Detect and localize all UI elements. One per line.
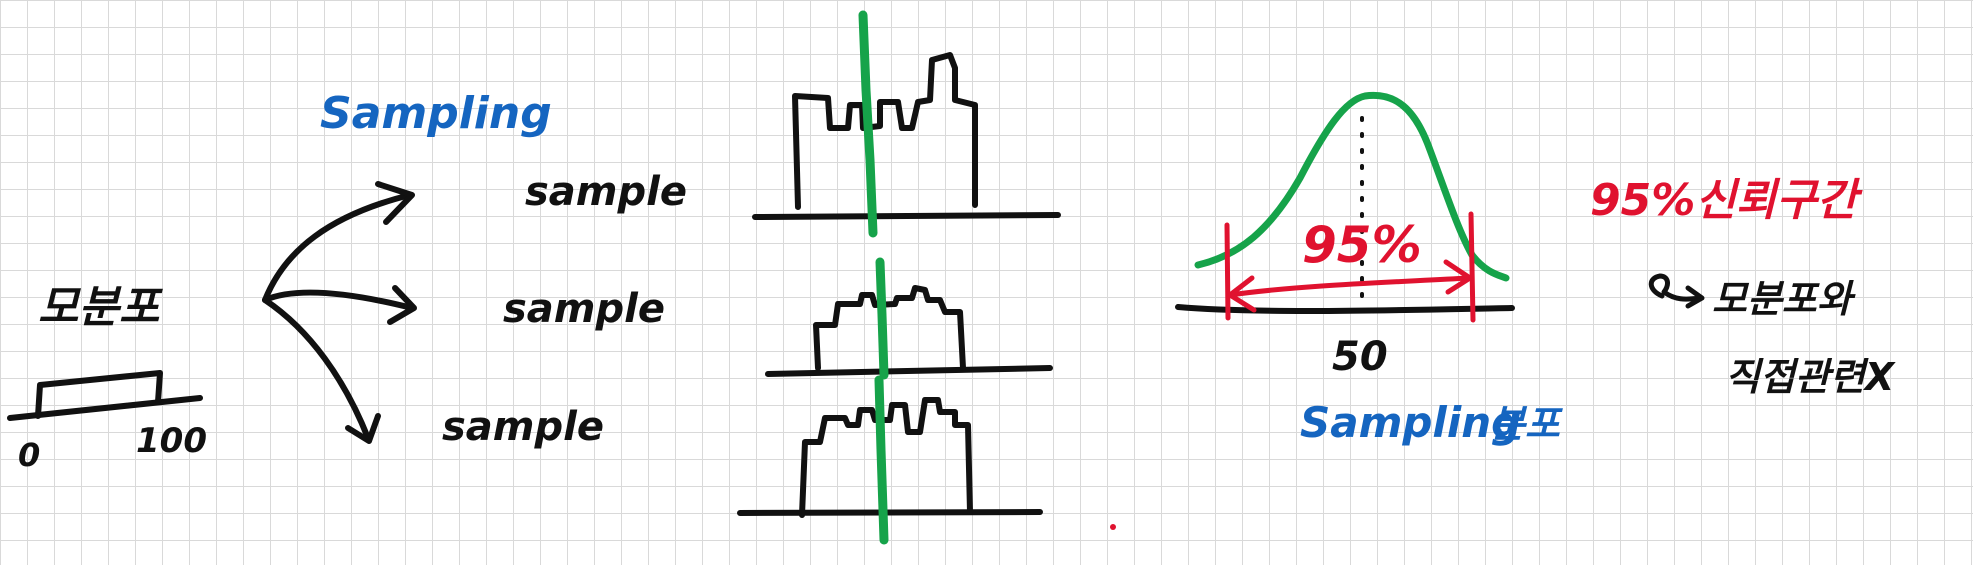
sampling-arrow-bottom (262, 297, 371, 441)
population-distribution: 모분포 0 100 (7, 282, 207, 474)
sampling-distribution: 95% 50 Sampling 분포 (1175, 91, 1563, 447)
ci-right-bound (1468, 211, 1476, 323)
ci-percent-label: 95% (1302, 216, 1422, 274)
confidence-note-arrow-head (1685, 285, 1705, 309)
population-label: 모분포 (38, 282, 163, 333)
confidence-note-arrow-curl (1648, 273, 1703, 302)
confidence-note-line1: 모분포와 (1712, 277, 1856, 321)
histogram-3-bars (799, 397, 973, 518)
sampling-arrow-top (262, 192, 413, 303)
ci-arrow-left-head (1227, 275, 1257, 313)
sampling-arrow-top-head (375, 181, 415, 225)
histogram-3-mean-line (874, 375, 889, 545)
histogram-2-bars (813, 285, 966, 371)
histogram-2-mean-line (875, 257, 889, 380)
stray-dot (1110, 524, 1116, 530)
sample-label-3: sample (442, 404, 604, 450)
bell-curve-center-label: 50 (1332, 334, 1388, 380)
ci-arrow-right-head (1443, 259, 1473, 295)
sample-label-1: sample (525, 169, 687, 215)
sampling-arrows: Sampling (262, 88, 552, 444)
sample-label-2: sample (503, 286, 665, 332)
ci-span-arrow (1227, 275, 1471, 298)
histogram-2-baseline (765, 365, 1053, 377)
sampling-distribution-caption-word: Sampling (1300, 398, 1521, 447)
confidence-note-line2: 직접관련X (1725, 355, 1896, 399)
sample-labels: sample sample sample (442, 169, 687, 450)
sampling-distribution-axis (1175, 304, 1515, 314)
population-axis-max: 100 (136, 421, 207, 461)
confidence-note-title: 95%신뢰구간 (1590, 175, 1863, 226)
population-uniform-box (35, 370, 163, 419)
histogram-1-baseline (752, 212, 1061, 220)
population-axis-min: 0 (18, 436, 40, 474)
sample-histograms (737, 10, 1061, 545)
confidence-note: 95%신뢰구간 모분포와 직접관련X (1590, 175, 1896, 399)
sampling-arrow-middle-head (387, 285, 417, 325)
ci-left-bound (1224, 222, 1231, 321)
sampling-label: Sampling (320, 88, 552, 139)
histogram-1-bars (792, 52, 978, 210)
histogram-1-mean-line (858, 10, 878, 238)
sampling-distribution-caption-korean: 분포 (1490, 402, 1563, 446)
sampling-arrow-bottom-head (345, 413, 381, 444)
population-axis (7, 395, 203, 421)
sampling-arrow-middle (262, 289, 415, 311)
histogram-3-baseline (737, 509, 1043, 516)
